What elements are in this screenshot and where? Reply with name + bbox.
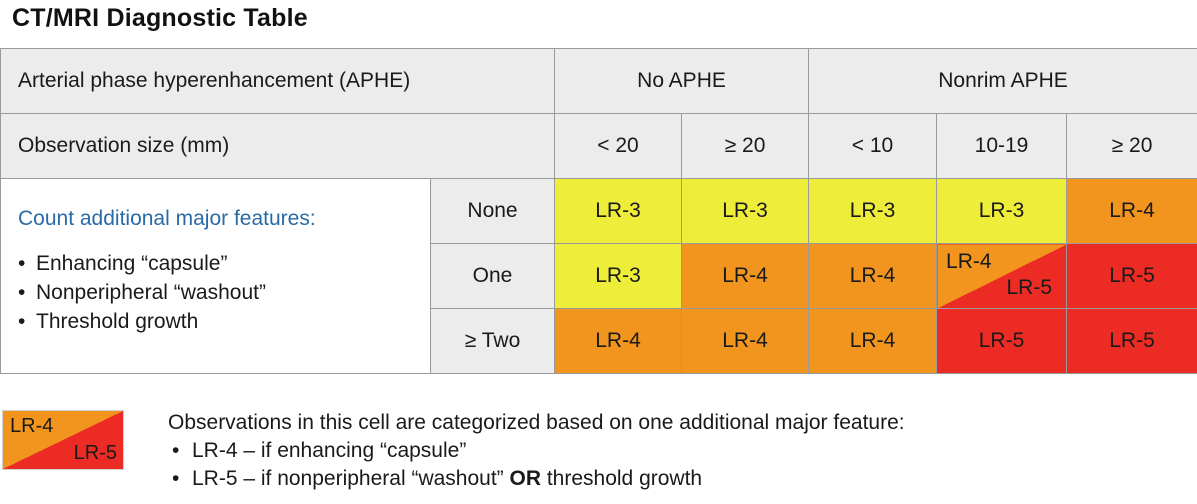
- lr-cell: LR-4: [1066, 178, 1197, 244]
- features-title: Count additional major features:: [18, 207, 316, 230]
- lr-cell: LR-5: [936, 308, 1068, 374]
- size-col: ≥ 20: [1066, 113, 1197, 179]
- size-col: 10-19: [936, 113, 1068, 179]
- list-item: • Enhancing “capsule”: [18, 249, 430, 278]
- aphe-header-row: Arterial phase hyperenhancement (APHE) N…: [0, 48, 1197, 114]
- split-top-label: LR-4: [946, 250, 992, 273]
- legend-swatch-top: LR-4: [10, 415, 54, 437]
- lr-cell: LR-4: [681, 308, 810, 374]
- count-label: ≥ Two: [429, 308, 556, 374]
- split-bottom-label: LR-5: [1006, 276, 1053, 299]
- legend-item: • LR-5 – if nonperipheral “washout” OR th…: [168, 465, 905, 493]
- lr-cell: LR-4: [554, 308, 683, 374]
- lr-cell: LR-5: [1066, 308, 1197, 374]
- aphe-label: Arterial phase hyperenhancement (APHE): [0, 48, 556, 114]
- features-list: • Enhancing “capsule” • Nonperipheral “was…: [18, 249, 430, 336]
- no-aphe-header: No APHE: [554, 48, 810, 114]
- lr-cell: LR-3: [936, 178, 1068, 244]
- page-title: CT/MRI Diagnostic Table: [12, 4, 308, 32]
- table-row: One LR-3 LR-4 LR-4 LR-4 LR-5 LR-5: [1, 243, 1197, 309]
- features-cell: Count additional major features: • Enhanc…: [0, 178, 431, 374]
- lr-cell: LR-3: [681, 178, 810, 244]
- split-cell: LR-4 LR-5: [936, 243, 1068, 309]
- table-row: Count additional major features: • Enhanc…: [0, 178, 1197, 374]
- lr-cell: LR-4: [808, 243, 938, 309]
- count-label: One: [429, 243, 556, 309]
- lr-cell: LR-3: [808, 178, 938, 244]
- bullet-icon: •: [18, 281, 26, 304]
- size-col: < 10: [808, 113, 938, 179]
- bullet-icon: •: [18, 310, 26, 333]
- lr-cell: LR-4: [808, 308, 938, 374]
- list-item: • Nonperipheral “washout”: [18, 278, 430, 307]
- size-col: ≥ 20: [681, 113, 810, 179]
- legend-swatch-bottom: LR-5: [73, 442, 117, 464]
- table-row: ≥ Two LR-4 LR-4 LR-4 LR-5 LR-5: [1, 308, 1197, 374]
- size-col: < 20: [554, 113, 683, 179]
- size-header-row: Observation size (mm) < 20 ≥ 20 < 10 10-…: [0, 113, 1197, 179]
- size-label: Observation size (mm): [0, 113, 556, 179]
- nonrim-aphe-header: Nonrim APHE: [808, 48, 1197, 114]
- lr-cell: LR-3: [554, 178, 683, 244]
- legend-item: • LR-4 – if enhancing “capsule”: [168, 437, 905, 465]
- lr-cell: LR-3: [554, 243, 683, 309]
- legend-intro: Observations in this cell are categorize…: [168, 411, 905, 434]
- bullet-icon: •: [172, 439, 180, 462]
- bullet-icon: •: [172, 467, 180, 490]
- bullet-icon: •: [18, 252, 26, 275]
- legend-swatch: LR-4 LR-5: [2, 410, 124, 470]
- lr-cell: LR-5: [1066, 243, 1197, 309]
- diagnostic-table: Arterial phase hyperenhancement (APHE) N…: [0, 48, 1197, 374]
- count-label: None: [429, 178, 556, 244]
- lr-cell: LR-4: [681, 243, 810, 309]
- legend-description: Observations in this cell are categorize…: [168, 409, 905, 493]
- list-item: • Threshold growth: [18, 307, 430, 336]
